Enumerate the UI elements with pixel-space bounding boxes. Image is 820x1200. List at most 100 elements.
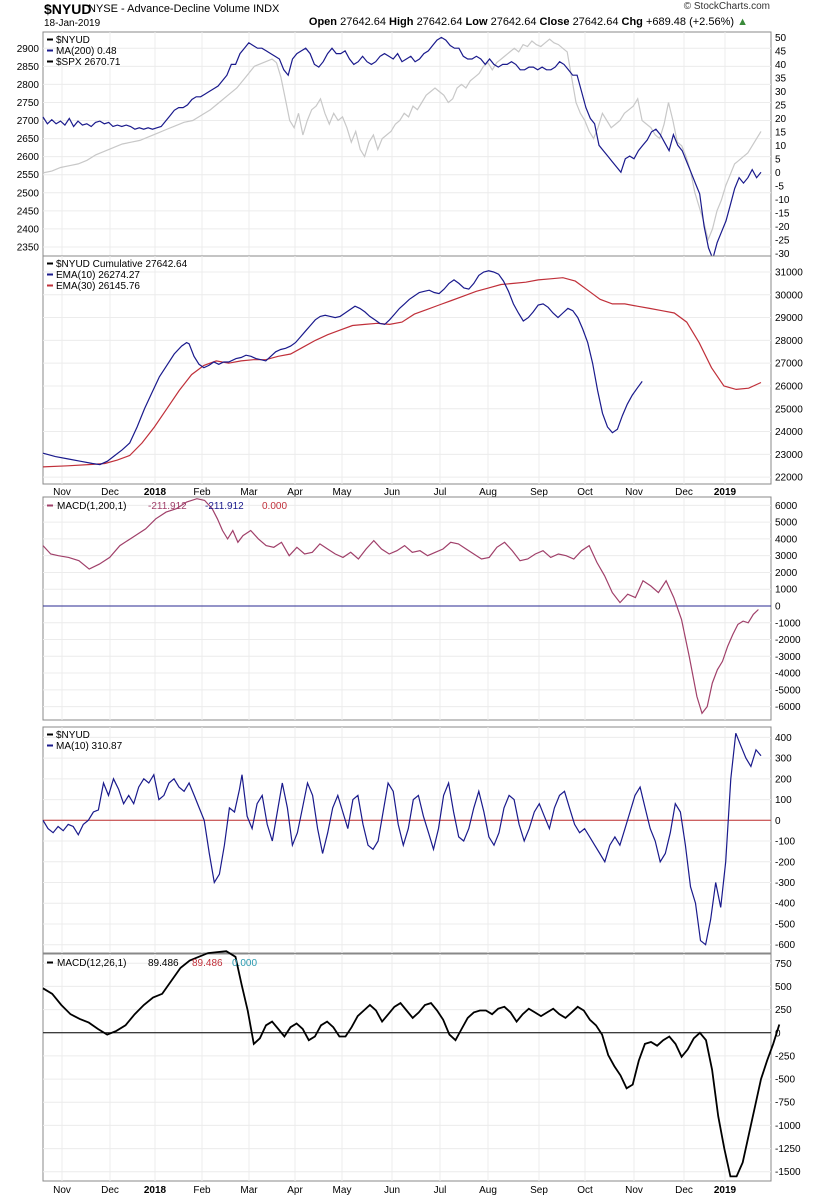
y-right-tick-label: 0	[775, 168, 781, 179]
y-right-tick-label: 750	[775, 959, 792, 970]
y-right-tick-label: 300	[775, 754, 792, 765]
legend-entry: $NYUD Cumulative 27642.64	[56, 259, 188, 270]
y-right-tick-label: 26000	[775, 381, 803, 392]
x-tick-label: Aug	[479, 1185, 497, 1196]
y-right-tick-label: 10	[775, 141, 787, 152]
legend-entry: MACD(12,26,1)	[57, 958, 126, 969]
y-right-tick-label: -500	[775, 919, 795, 930]
y-right-tick-label: -4000	[775, 669, 801, 680]
x-tick-label: Feb	[193, 487, 211, 498]
y-left-tick-label: 2600	[17, 152, 40, 163]
y-left-tick-label: 2850	[17, 62, 40, 73]
x-tick-label: Nov	[625, 487, 643, 498]
y-left-tick-label: 2400	[17, 224, 40, 235]
high-label: High	[389, 16, 414, 28]
x-tick-label: Dec	[101, 1185, 119, 1196]
ema30-line	[42, 277, 762, 468]
low-value: 27642.64	[490, 16, 537, 28]
symbol-title: $NYUD	[44, 1, 92, 17]
y-right-tick-label: -300	[775, 878, 795, 889]
y-right-tick-label: 22000	[775, 473, 803, 484]
quote-values: Open 27642.64 High 27642.64 Low 27642.64…	[309, 16, 748, 28]
chg-value: +689.48 (+2.56%)	[645, 16, 735, 28]
x-tick-label: Aug	[479, 487, 497, 498]
y-right-tick-label: -25	[775, 235, 790, 246]
y-right-tick-label: -15	[775, 208, 790, 219]
y-right-tick-label: -1250	[775, 1144, 801, 1155]
x-tick-label: Oct	[577, 1185, 593, 1196]
y-right-tick-label: 200	[775, 774, 792, 785]
open-label: Open	[308, 16, 338, 28]
ma200-line	[42, 36, 762, 261]
x-tick-label: Nov	[625, 1185, 643, 1196]
y-left-tick-label: 2500	[17, 188, 40, 199]
y-right-tick-label: 0	[775, 816, 781, 827]
y-right-tick-label: 250	[775, 1005, 792, 1016]
y-right-tick-label: -2000	[775, 635, 801, 646]
high-value: 27642.64	[416, 16, 463, 28]
stockcharts-logo: © StockCharts.com	[683, 1, 770, 12]
x-tick-label: Dec	[101, 487, 119, 498]
y-right-tick-label: 3000	[775, 551, 798, 562]
y-right-tick-label: 0	[775, 1028, 781, 1039]
x-tick-label-year: 2018	[144, 487, 167, 498]
y-right-tick-label: -750	[775, 1098, 795, 1109]
y-right-tick-label: 5000	[775, 518, 798, 529]
macd-value: 89.486	[148, 958, 179, 969]
y-right-tick-label: -5000	[775, 685, 801, 696]
x-tick-label: Feb	[193, 1185, 211, 1196]
y-right-tick-label: 6000	[775, 501, 798, 512]
x-tick-label: Jul	[434, 487, 447, 498]
legend-entry: EMA(10) 26274.27	[56, 270, 140, 281]
x-tick-label-year: 2018	[144, 1185, 167, 1196]
y-left-tick-label: 2900	[17, 44, 40, 55]
signal-value: -211.912	[205, 501, 244, 512]
x-tick-label: Nov	[53, 487, 71, 498]
y-right-tick-label: 50	[775, 33, 787, 44]
y-right-tick-label: 35	[775, 73, 787, 84]
x-tick-label: Jul	[434, 1185, 447, 1196]
x-tick-label: Mar	[240, 487, 258, 498]
signal-value: 89.486	[192, 958, 223, 969]
y-right-tick-label: 100	[775, 795, 792, 806]
x-tick-label: Apr	[287, 1185, 303, 1196]
legend-entry: $NYUD	[56, 35, 90, 46]
exchange-label: INDX	[253, 3, 280, 15]
legend-entry: EMA(30) 26145.76	[56, 281, 140, 292]
y-right-tick-label: 0	[775, 601, 781, 612]
panel-frame-5	[42, 953, 772, 1182]
y-right-tick-label: -1000	[775, 1121, 801, 1132]
y-right-tick-label: -100	[775, 837, 795, 848]
y-right-tick-label: 20	[775, 114, 787, 125]
y-right-tick-label: -1500	[775, 1167, 801, 1178]
x-tick-label: Dec	[675, 1185, 693, 1196]
y-right-tick-label: 15	[775, 127, 787, 138]
y-right-tick-label: 25000	[775, 404, 803, 415]
y-right-tick-label: 5	[775, 154, 781, 165]
ma10-line	[42, 732, 762, 946]
open-value: 27642.64	[340, 16, 386, 28]
y-right-tick-label: 30000	[775, 290, 803, 301]
y-left-tick-label: 2750	[17, 98, 40, 109]
legend-entry: $NYUD	[56, 730, 90, 741]
x-tick-label: Sep	[530, 1185, 548, 1196]
y-right-tick-label: 24000	[775, 427, 803, 438]
y-right-tick-label: 30	[775, 87, 787, 98]
x-tick-label: May	[333, 1185, 352, 1196]
y-right-tick-label: -600	[775, 940, 795, 951]
y-right-tick-label: -400	[775, 899, 795, 910]
y-right-tick-label: -1000	[775, 618, 801, 629]
chg-label: Chg	[621, 16, 643, 28]
y-right-tick-label: -20	[775, 222, 790, 233]
x-tick-label: May	[333, 487, 352, 498]
y-right-tick-label: -500	[775, 1075, 795, 1086]
panel-frame-4	[42, 726, 772, 954]
panel-frame-1	[42, 31, 772, 257]
legend-entry: $SPX 2670.71	[56, 57, 121, 68]
close-value: 27642.64	[572, 16, 619, 28]
y-right-tick-label: 1000	[775, 585, 798, 596]
hist-value: 0.000	[232, 958, 257, 969]
y-left-tick-label: 2450	[17, 206, 40, 217]
y-right-tick-label: 25	[775, 100, 787, 111]
